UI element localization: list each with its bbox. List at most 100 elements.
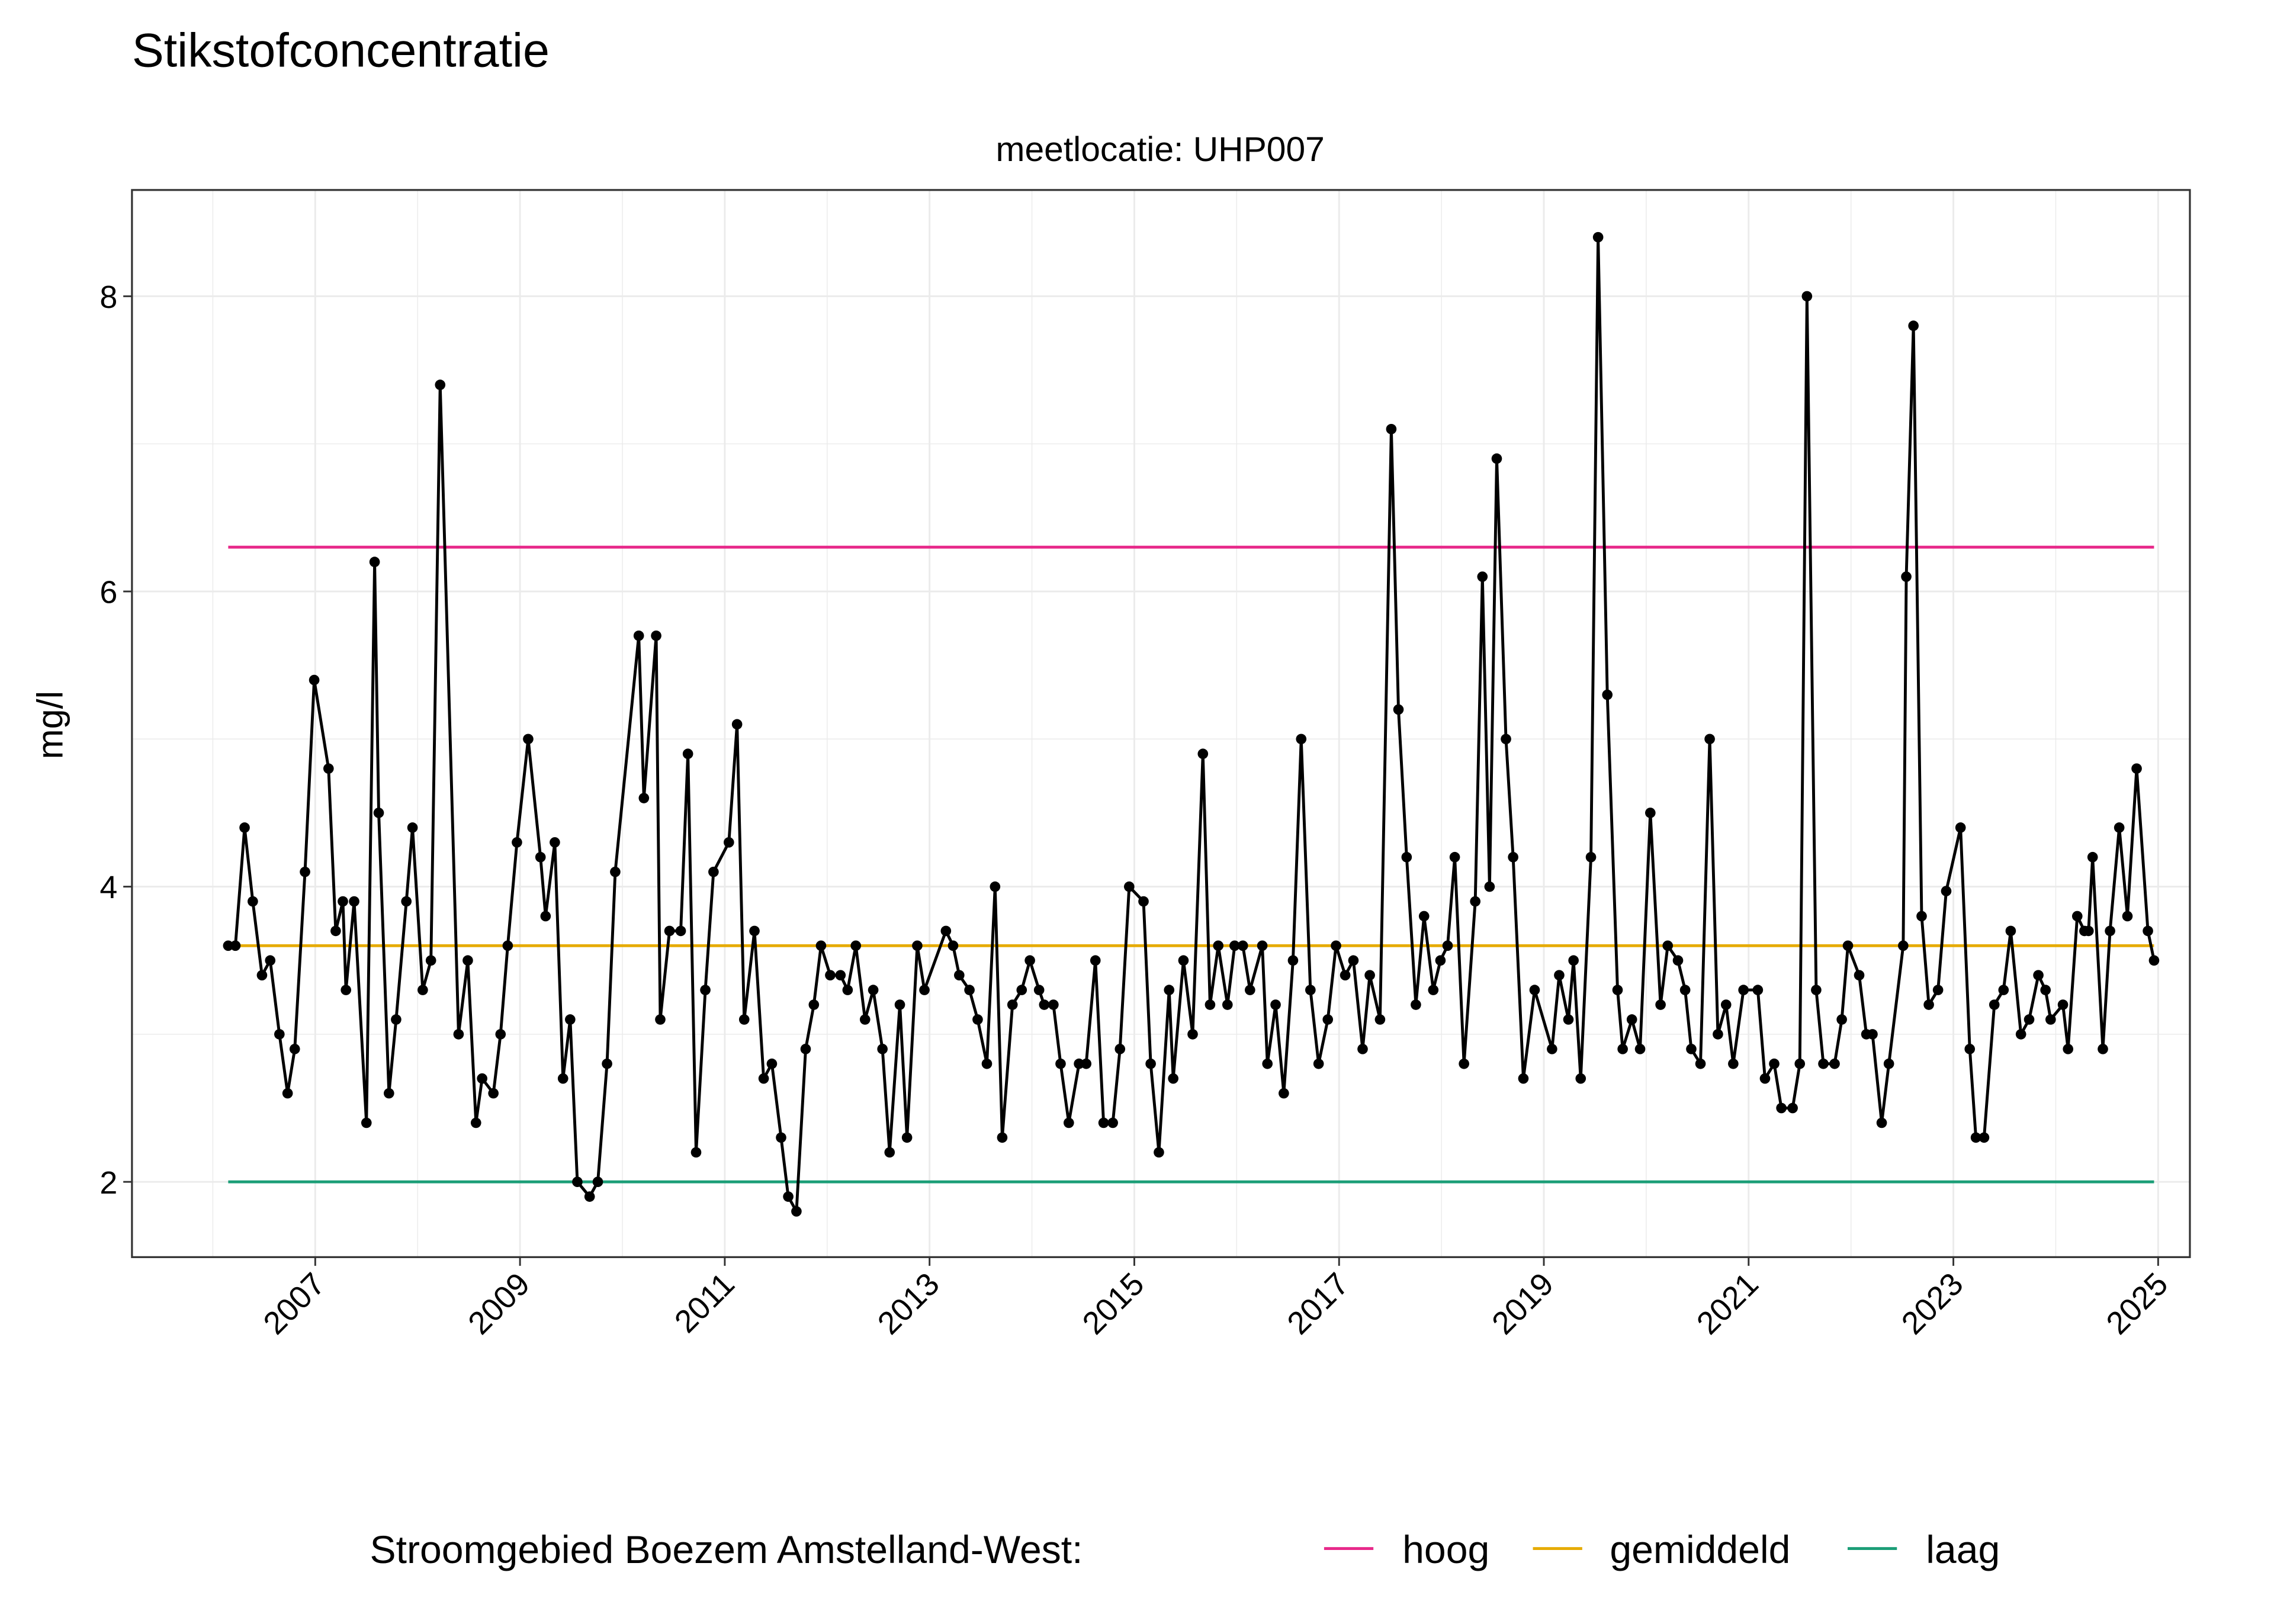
- data-point: [990, 881, 1001, 892]
- data-point: [1508, 851, 1518, 863]
- data-point: [1932, 985, 1944, 995]
- data-point: [1801, 291, 1813, 302]
- data-point: [1237, 940, 1248, 951]
- data-point: [2015, 1029, 2026, 1040]
- y-axis-label: mg/l: [30, 691, 70, 760]
- legend-label: gemiddeld: [1610, 1528, 1790, 1572]
- data-point: [2071, 911, 2083, 922]
- data-point: [638, 793, 650, 803]
- data-point: [2087, 851, 2098, 863]
- data-point: [808, 999, 820, 1010]
- data-point: [1178, 955, 1189, 966]
- data-point: [1187, 1029, 1198, 1040]
- data-point: [1205, 999, 1216, 1010]
- data-point: [1854, 970, 1865, 980]
- data-point: [1908, 320, 1919, 332]
- data-point: [557, 1073, 568, 1084]
- data-point: [2131, 763, 2142, 774]
- data-point: [884, 1147, 895, 1158]
- data-point: [1645, 808, 1656, 818]
- data-point: [1357, 1044, 1368, 1054]
- data-point: [1836, 1014, 1847, 1025]
- data-point: [1168, 1073, 1178, 1084]
- data-point: [1145, 1058, 1156, 1069]
- data-point: [1393, 704, 1404, 715]
- data-point: [2143, 925, 2153, 937]
- data-point: [230, 940, 241, 951]
- data-point: [664, 925, 675, 937]
- data-point: [1138, 896, 1149, 907]
- y-tick-label: 8: [99, 279, 117, 315]
- data-point: [572, 1176, 583, 1188]
- data-point: [349, 896, 359, 907]
- data-point: [1098, 1117, 1109, 1128]
- data-point: [1305, 985, 1316, 995]
- data-point: [309, 674, 320, 686]
- data-point: [919, 985, 930, 995]
- data-point: [1998, 985, 2009, 995]
- data-point: [1752, 985, 1764, 995]
- data-point: [723, 837, 734, 848]
- data-point: [2045, 1014, 2056, 1025]
- data-point: [256, 970, 268, 980]
- data-point: [502, 940, 513, 951]
- data-point: [1279, 1088, 1289, 1099]
- data-point: [1547, 1044, 1557, 1054]
- data-point: [274, 1029, 285, 1040]
- data-point: [2063, 1044, 2074, 1054]
- data-point: [1720, 999, 1732, 1010]
- data-point: [1164, 985, 1175, 995]
- data-point: [940, 925, 952, 937]
- data-point: [901, 1132, 913, 1143]
- y-tick-label: 6: [99, 575, 117, 610]
- data-point: [341, 985, 352, 995]
- data-point: [1970, 1132, 1981, 1143]
- data-point: [1033, 985, 1045, 995]
- data-point: [265, 955, 276, 966]
- data-point: [369, 557, 380, 567]
- data-point: [1811, 985, 1822, 995]
- data-point: [1501, 734, 1511, 745]
- data-point: [338, 896, 348, 907]
- data-point: [1090, 955, 1101, 966]
- data-point: [2005, 925, 2016, 937]
- data-point: [953, 970, 965, 980]
- data-point: [675, 925, 686, 937]
- data-point: [470, 1117, 481, 1128]
- data-point: [565, 1014, 576, 1025]
- data-point: [289, 1044, 300, 1054]
- data-point: [1787, 1102, 1798, 1114]
- data-point: [738, 1014, 750, 1025]
- data-point: [1296, 734, 1307, 745]
- data-point: [859, 1014, 871, 1025]
- data-point: [1626, 1014, 1637, 1025]
- data-point: [1197, 748, 1209, 760]
- data-point: [1776, 1102, 1787, 1114]
- data-point: [1154, 1147, 1164, 1158]
- data-point: [1585, 851, 1597, 863]
- data-point: [373, 808, 384, 818]
- data-point: [1107, 1117, 1118, 1128]
- data-point: [1554, 970, 1565, 980]
- data-point: [330, 925, 341, 937]
- data-point: [1529, 985, 1540, 995]
- data-point: [1016, 985, 1027, 995]
- data-point: [1007, 999, 1018, 1010]
- data-point: [1229, 940, 1240, 951]
- data-point: [425, 955, 436, 966]
- data-point: [1655, 999, 1666, 1010]
- data-point: [1592, 231, 1604, 243]
- data-point: [584, 1191, 595, 1202]
- data-point: [2024, 1014, 2035, 1025]
- data-point: [1679, 985, 1691, 995]
- data-point: [731, 719, 743, 730]
- data-point: [1401, 851, 1412, 863]
- legend-title: Stroomgebied Boezem Amstelland-West:: [370, 1528, 1083, 1572]
- data-point: [776, 1132, 786, 1143]
- data-point: [535, 851, 546, 863]
- legend-label: laag: [1926, 1528, 2000, 1572]
- data-point: [1386, 423, 1397, 435]
- data-point: [592, 1176, 603, 1188]
- data-point: [1916, 911, 1927, 922]
- data-point: [2040, 985, 2051, 995]
